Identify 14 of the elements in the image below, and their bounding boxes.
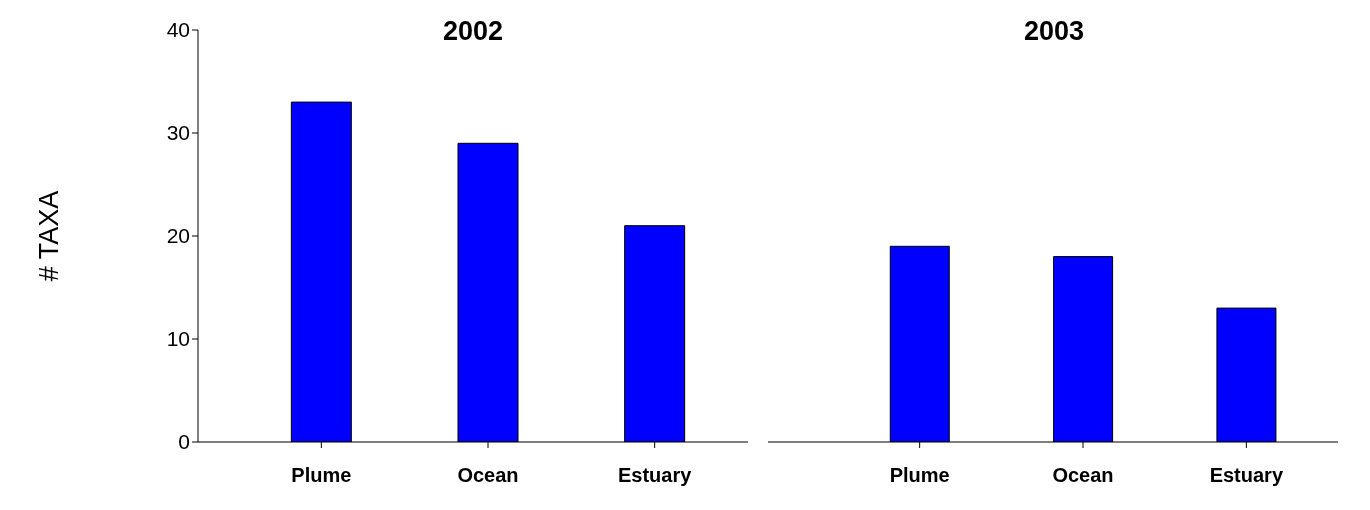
x-tick-label: Ocean bbox=[457, 464, 519, 487]
y-axis-title: # TAXA bbox=[33, 190, 64, 282]
y-tick-label: 0 bbox=[178, 430, 190, 454]
y-tick-label: 20 bbox=[166, 224, 190, 248]
x-tick-label: Plume bbox=[889, 464, 950, 487]
x-tick-label: Plume bbox=[291, 464, 352, 487]
y-tick-label: 40 bbox=[166, 18, 190, 42]
y-tick-label: 30 bbox=[166, 121, 190, 145]
chart-title: 2003 bbox=[1022, 16, 1086, 47]
x-tick-label: Estuary bbox=[617, 464, 693, 487]
x-tick-label: Estuary bbox=[1209, 464, 1284, 487]
y-tick-label: 10 bbox=[166, 327, 190, 351]
x-tick-label: Ocean bbox=[1052, 464, 1114, 487]
chart-title: 2002 bbox=[441, 16, 505, 47]
